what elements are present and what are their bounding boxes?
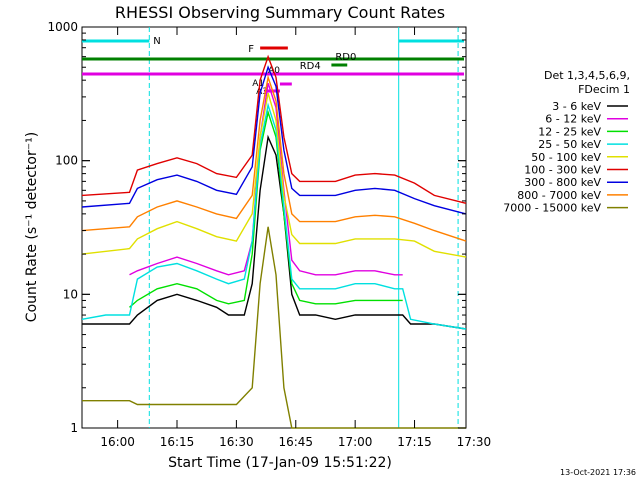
plot-border (81, 26, 467, 429)
x-axis-label: Start Time (17-Jan-09 15:51:22) (168, 455, 392, 471)
y-axis-label: Count Rate (s⁻¹ detector⁻¹) (24, 132, 40, 322)
legend-label: 300 - 800 keV (524, 176, 601, 189)
series-line (81, 54, 467, 204)
series-layer (81, 54, 467, 429)
series-line (129, 109, 403, 308)
y-tick-label: 100 (55, 154, 78, 168)
plot-frame (81, 26, 467, 429)
rd4-label: RD4 (300, 61, 321, 72)
rd0-label: RD0 (335, 52, 356, 63)
a1-label: A1 (252, 79, 264, 89)
series-line (82, 134, 467, 330)
chart-title: RHESSI Observing Summary Count Rates (115, 3, 445, 22)
legend-label: 12 - 25 keV (538, 125, 601, 138)
legend-subtitle: FDecim 1 (578, 83, 630, 96)
axis-ticks: 16:00 16:15 16:30 16:45 17:00 17:15 17:30 1 10 10… (47, 20, 491, 449)
x-tick-label: 17:00 (338, 435, 373, 449)
series-line (81, 102, 467, 330)
series-line (81, 65, 467, 215)
legend-label: 50 - 100 keV (531, 151, 601, 164)
night-label: N (153, 36, 160, 47)
y-tick-label: 1000 (47, 20, 78, 34)
legend-title: Det 1,3,4,5,6,9, (544, 69, 630, 82)
series-line (82, 226, 466, 429)
legend-label: 7000 - 15000 keV (503, 202, 601, 215)
y-tick-label: 1 (70, 421, 78, 435)
timestamp: 13-Oct-2021 17:36 (560, 468, 636, 477)
x-tick-label: 16:45 (278, 435, 313, 449)
legend-label: 100 - 300 keV (524, 164, 601, 177)
y-tick-label: 10 (63, 287, 78, 301)
legend-label: 800 - 7000 keV (517, 189, 601, 202)
series-line (81, 74, 467, 242)
legend-label: 3 - 6 keV (552, 100, 601, 113)
flare-label: F (248, 44, 254, 55)
x-tick-label: 16:00 (100, 435, 135, 449)
a3-label: A3 (256, 87, 268, 97)
x-tick-label: 16:15 (160, 435, 195, 449)
series-line (81, 92, 467, 258)
x-tick-label: 17:30 (457, 435, 492, 449)
legend-label: 6 - 12 keV (545, 113, 601, 126)
series-line (129, 82, 403, 276)
x-tick-label: 16:30 (219, 435, 254, 449)
x-tick-label: 17:15 (397, 435, 432, 449)
legend-label: 25 - 50 keV (538, 138, 601, 151)
